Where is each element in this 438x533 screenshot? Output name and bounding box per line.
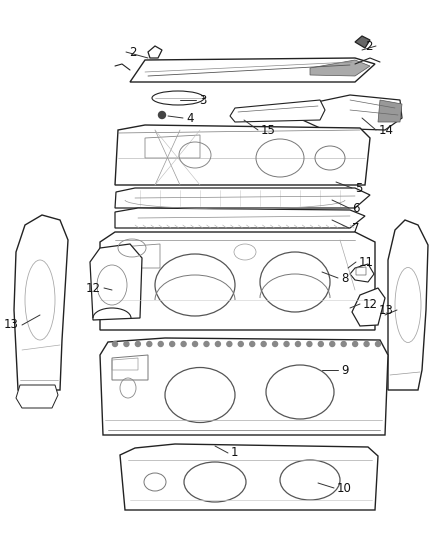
Circle shape [215,342,220,346]
Circle shape [250,342,255,346]
Text: 1: 1 [231,447,239,459]
Ellipse shape [152,91,204,105]
Circle shape [204,342,209,346]
Polygon shape [148,46,162,58]
Polygon shape [378,100,402,122]
Polygon shape [350,264,374,282]
Circle shape [113,342,117,346]
Circle shape [272,342,278,346]
Text: 12: 12 [86,281,101,295]
Text: 14: 14 [379,124,394,136]
Polygon shape [130,58,375,82]
Text: 13: 13 [4,319,19,332]
Text: 8: 8 [341,271,348,285]
Circle shape [341,342,346,346]
Circle shape [135,342,140,346]
Circle shape [159,111,166,118]
Circle shape [124,342,129,346]
Polygon shape [115,188,370,208]
Polygon shape [100,232,375,330]
Polygon shape [352,288,385,326]
Polygon shape [100,338,388,435]
Polygon shape [388,220,428,390]
Text: 2: 2 [129,45,137,59]
Polygon shape [230,100,325,122]
Polygon shape [355,36,370,48]
Circle shape [307,342,312,346]
Text: 7: 7 [352,222,360,235]
Polygon shape [310,60,370,76]
Text: 4: 4 [186,111,194,125]
Circle shape [364,342,369,346]
Circle shape [353,342,358,346]
Polygon shape [16,385,58,408]
Circle shape [318,342,323,346]
Circle shape [158,342,163,346]
Circle shape [296,342,300,346]
Circle shape [193,342,198,346]
Text: 3: 3 [199,93,206,107]
Circle shape [330,342,335,346]
Circle shape [170,342,175,346]
Circle shape [227,342,232,346]
Circle shape [147,342,152,346]
Polygon shape [298,95,402,130]
Text: 6: 6 [352,201,360,214]
Circle shape [181,342,186,346]
Circle shape [238,342,243,346]
Text: 5: 5 [355,182,362,195]
Text: 2: 2 [365,39,373,52]
Text: 9: 9 [341,364,349,376]
Text: 12: 12 [363,297,378,311]
Polygon shape [120,444,378,510]
Text: 15: 15 [261,124,276,136]
Circle shape [375,342,381,346]
Polygon shape [14,215,68,390]
Circle shape [284,342,289,346]
Text: 10: 10 [337,481,352,495]
Polygon shape [90,244,142,320]
Polygon shape [115,125,370,185]
Circle shape [261,342,266,346]
Text: 13: 13 [379,303,394,317]
Polygon shape [115,208,365,228]
Text: 11: 11 [359,255,374,269]
